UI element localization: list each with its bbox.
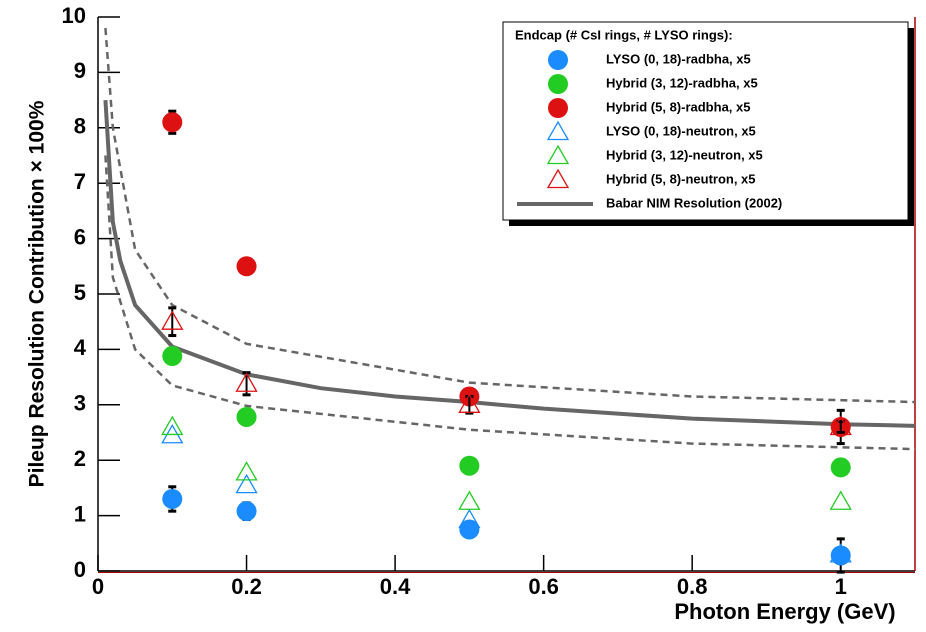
point (162, 488, 183, 509)
point (830, 545, 851, 566)
point (161, 310, 184, 330)
y-tick-label: 0 (74, 557, 86, 582)
legend-swatch (548, 98, 568, 118)
y-tick-label: 7 (74, 169, 86, 194)
x-tick-label: 1 (835, 574, 847, 599)
point (829, 543, 852, 563)
legend-label: Hybrid (3, 12)-neutron, x5 (606, 147, 763, 162)
point (235, 461, 258, 481)
legend-label: Hybrid (3, 12)-radbha, x5 (606, 75, 758, 90)
x-tick-label: 0.2 (231, 574, 262, 599)
legend (502, 21, 909, 221)
point (830, 457, 851, 478)
point (236, 501, 257, 522)
y-tick-label: 8 (74, 114, 86, 139)
legend-label: LYSO (0, 18)-neutron, x5 (606, 123, 756, 138)
y-tick-label: 2 (74, 446, 86, 471)
point (458, 393, 481, 413)
point (162, 346, 183, 367)
point (829, 490, 852, 510)
point (829, 415, 852, 436)
point (458, 508, 481, 529)
point (161, 415, 184, 436)
point (459, 455, 480, 476)
point (236, 406, 257, 427)
y-tick-label: 10 (62, 3, 86, 28)
legend-swatch (546, 144, 570, 165)
legend-swatch (548, 50, 568, 70)
band-line (104, 155, 916, 451)
x-tick-label: 0 (92, 574, 104, 599)
legend-swatch (546, 168, 570, 189)
y-tick-label: 1 (74, 501, 86, 526)
band-line (104, 27, 916, 404)
x-tick-label: 0.6 (528, 574, 559, 599)
error-bar (465, 394, 474, 415)
legend-swatch (548, 74, 568, 94)
curve (103, 99, 916, 428)
legend-label: Hybrid (5, 8)-radbha, x5 (606, 99, 750, 114)
point (458, 490, 481, 510)
y-tick-label: 9 (74, 58, 86, 83)
y-tick-label: 6 (74, 224, 86, 249)
x-axis-label: Photon Energy (GeV) (674, 599, 895, 624)
legend-label: Babar NIM Resolution (2002) (606, 195, 782, 210)
point (236, 256, 257, 277)
legend-swatch (546, 120, 570, 141)
point (235, 372, 258, 392)
y-tick-label: 5 (74, 280, 86, 305)
legend-label: Hybrid (5, 8)-neutron, x5 (606, 171, 756, 186)
legend-label: LYSO (0, 18)-radbha, x5 (606, 51, 751, 66)
point (459, 519, 480, 540)
point (162, 112, 183, 133)
y-tick-label: 3 (74, 391, 86, 416)
y-axis-label: Pileup Resolution Contribution × 100% (26, 100, 49, 487)
x-tick-label: 0.4 (380, 574, 411, 599)
y-tick-label: 4 (74, 335, 87, 360)
legend-title: Endcap (# CsI rings, # LYSO rings): (515, 27, 733, 42)
point (235, 473, 258, 494)
x-tick-label: 0.8 (677, 574, 708, 599)
